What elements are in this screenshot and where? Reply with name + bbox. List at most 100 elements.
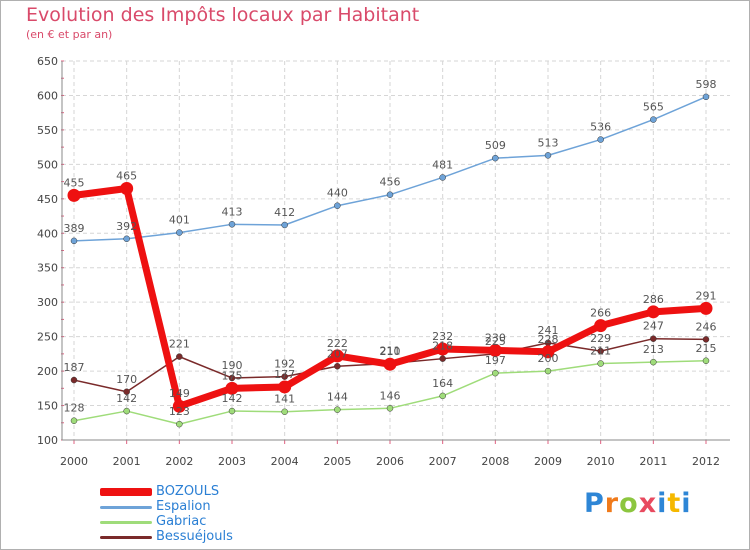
data-point-bozouls <box>594 319 608 333</box>
data-point-bozouls <box>172 399 186 413</box>
data-label-gabriac: 197 <box>485 354 506 367</box>
data-point-espalion <box>597 136 604 143</box>
data-point-bozouls <box>699 301 713 315</box>
data-label-bozouls: 291 <box>696 289 717 302</box>
data-point-bozouls <box>646 305 660 319</box>
data-label-gabriac: 164 <box>432 377 453 390</box>
data-point-espalion <box>544 152 552 159</box>
data-label-bessuejouls: 246 <box>696 320 717 333</box>
data-point-espalion <box>492 154 499 162</box>
logo-letter: i <box>681 488 692 519</box>
data-point-gabriac <box>334 406 341 413</box>
data-label-espalion: 440 <box>327 187 348 200</box>
data-point-bessuejouls <box>281 373 288 380</box>
data-label-gabriac: 141 <box>274 393 295 406</box>
data-label-gabriac: 123 <box>169 405 190 418</box>
legend-label-gabriac: Gabriac <box>156 514 207 529</box>
data-label-bozouls: 228 <box>538 333 559 346</box>
data-label-bessuejouls: 190 <box>222 359 243 372</box>
y-tick-label: 450 <box>37 193 58 206</box>
data-label-espalion: 389 <box>64 222 85 235</box>
y-tick-label: 550 <box>37 124 58 137</box>
x-tick-label: 2000 <box>60 455 88 468</box>
logo-letter: o <box>619 488 639 519</box>
data-point-gabriac <box>281 408 288 415</box>
data-point-bozouls <box>67 188 81 202</box>
data-point-bessuejouls <box>70 376 78 384</box>
y-tick-label: 200 <box>37 365 58 378</box>
data-point-bessuejouls <box>334 363 341 370</box>
data-label-espalion: 401 <box>169 214 190 227</box>
data-label-gabriac: 142 <box>116 392 137 405</box>
data-point-bessuejouls <box>439 355 446 362</box>
data-point-bozouls <box>541 345 555 359</box>
logo-letter: r <box>604 488 620 519</box>
data-label-bessuejouls: 241 <box>538 324 559 337</box>
y-tick-label: 250 <box>37 331 58 344</box>
data-label-bessuejouls: 192 <box>274 358 295 371</box>
logo-letter: x <box>638 488 658 519</box>
x-tick-label: 2005 <box>323 455 351 468</box>
data-point-espalion <box>650 116 657 123</box>
data-point-gabriac <box>702 357 710 365</box>
data-point-espalion <box>439 174 446 181</box>
x-tick-label: 2012 <box>692 455 720 468</box>
data-label-bozouls: 149 <box>169 387 190 400</box>
data-point-bessuejouls <box>650 335 657 342</box>
data-point-gabriac <box>228 407 236 415</box>
data-label-gabriac: 211 <box>590 345 611 358</box>
data-label-bozouls: 286 <box>643 293 664 306</box>
data-label-espalion: 598 <box>696 78 717 91</box>
data-point-gabriac <box>650 358 657 366</box>
data-point-gabriac <box>492 369 499 377</box>
data-label-bessuejouls: 170 <box>116 373 137 386</box>
data-label-bessuejouls: 225 <box>485 335 506 348</box>
legend-swatch-gabriac <box>100 520 152 524</box>
y-tick-label: 600 <box>37 89 58 102</box>
y-tick-label: 300 <box>37 296 58 309</box>
data-label-bessuejouls: 247 <box>643 320 664 333</box>
data-label-gabriac: 128 <box>64 402 85 415</box>
data-label-bozouls: 266 <box>590 307 611 320</box>
data-label-espalion: 456 <box>380 176 401 189</box>
y-tick-label: 400 <box>37 227 58 240</box>
x-tick-label: 2010 <box>587 455 615 468</box>
data-label-bozouls: 210 <box>380 345 401 358</box>
x-tick-label: 2003 <box>218 455 246 468</box>
data-label-gabriac: 213 <box>643 343 664 356</box>
logo-letter: i <box>657 488 668 519</box>
data-label-espalion: 481 <box>432 158 453 171</box>
legend-item-bessuejouls: Bessuéjouls <box>100 530 233 544</box>
x-tick-label: 2002 <box>165 455 193 468</box>
data-label-bessuejouls: 218 <box>432 340 453 353</box>
data-label-espalion: 513 <box>538 136 559 149</box>
chart-title: Evolution des Impôts locaux par Habitant <box>26 4 420 26</box>
data-label-bessuejouls: 207 <box>327 347 348 360</box>
chart-subtitle: (en € et par an) <box>26 28 113 41</box>
data-label-bozouls: 177 <box>274 368 295 381</box>
data-point-gabriac <box>544 367 552 375</box>
data-label-bessuejouls: 211 <box>380 345 401 358</box>
logo-letter: t <box>667 488 682 519</box>
y-tick-label: 150 <box>37 400 58 413</box>
data-point-bozouls <box>383 357 397 371</box>
x-tick-label: 2004 <box>271 455 299 468</box>
data-label-gabriac: 146 <box>380 389 401 402</box>
data-point-bozouls <box>330 349 344 363</box>
data-point-bozouls <box>436 342 450 356</box>
data-label-espalion: 392 <box>116 220 137 233</box>
y-tick-label: 500 <box>37 158 58 171</box>
data-point-espalion <box>334 202 341 209</box>
data-point-espalion <box>123 235 130 243</box>
y-tick-label: 650 <box>37 55 58 68</box>
data-point-bozouls <box>120 181 134 195</box>
data-point-bozouls <box>278 380 292 394</box>
x-tick-label: 2006 <box>376 455 404 468</box>
data-label-bozouls: 465 <box>116 169 137 182</box>
data-label-gabriac: 142 <box>222 392 243 405</box>
legend-item-espalion: Espalion <box>100 500 211 514</box>
data-label-bozouls: 232 <box>432 330 453 343</box>
logo-letter: P <box>584 488 605 519</box>
legend-label-bozouls: BOZOULS <box>156 484 220 499</box>
